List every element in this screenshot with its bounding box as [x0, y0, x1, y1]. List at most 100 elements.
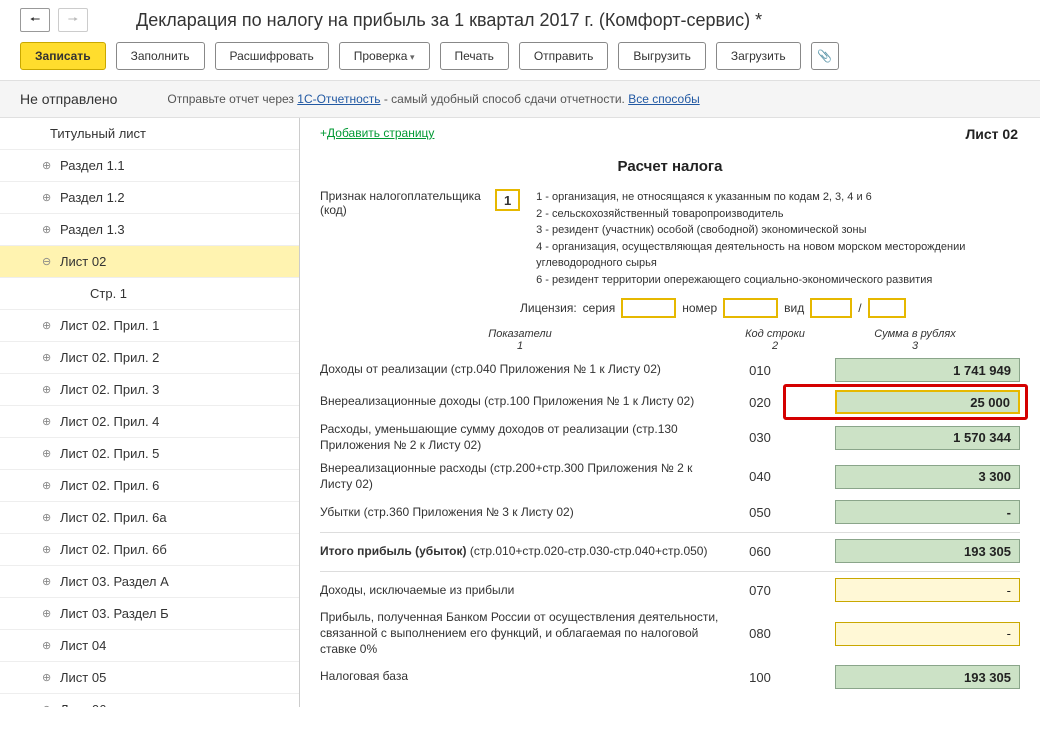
forward-button[interactable]: 🠖: [58, 8, 88, 32]
data-row: Доходы от реализации (стр.040 Приложения…: [320, 358, 1020, 382]
tree-item-label: Лист 02. Прил. 2: [60, 350, 159, 365]
expander-icon[interactable]: ⊕: [42, 159, 51, 172]
row-description: Доходы от реализации (стр.040 Приложения…: [320, 362, 720, 378]
tree-item[interactable]: ⊕ Раздел 1.1: [0, 150, 299, 182]
tree-item[interactable]: ⊕ Раздел 1.3: [0, 214, 299, 246]
expander-icon[interactable]: ⊕: [42, 639, 51, 652]
amount-input[interactable]: 193 305: [835, 539, 1020, 563]
expander-icon[interactable]: ⊕: [42, 223, 51, 236]
row-code: 050: [730, 505, 790, 520]
license-label: Лицензия:: [520, 301, 577, 315]
tree-item[interactable]: ⊕ Лист 02. Прил. 2: [0, 342, 299, 374]
row-description: Налоговая база: [320, 669, 720, 685]
tree-item[interactable]: ⊕ Лист 02. Прил. 6б: [0, 534, 299, 566]
license-sub-input[interactable]: [868, 298, 906, 318]
tree-item[interactable]: ⊕ Лист 02. Прил. 5: [0, 438, 299, 470]
data-row: Внереализационные расходы (стр.200+стр.3…: [320, 461, 1020, 492]
expander-icon[interactable]: ⊕: [42, 543, 51, 556]
tree-item-label: Лист 02. Прил. 6б: [60, 542, 167, 557]
save-button[interactable]: Записать: [20, 42, 106, 70]
data-row: Внереализационные доходы (стр.100 Прилож…: [320, 390, 1020, 414]
priznak-notes: 1 - организация, не относящаяся к указан…: [536, 189, 1020, 288]
amount-input[interactable]: 1 741 949: [835, 358, 1020, 382]
expander-icon[interactable]: ⊕: [42, 447, 51, 460]
tree-item-label: Лист 02. Прил. 5: [60, 446, 159, 461]
check-button[interactable]: Проверка: [339, 42, 430, 70]
tree-item[interactable]: ⊕Лист 04: [0, 630, 299, 662]
paperclip-icon: 📎: [817, 49, 832, 63]
add-page-link[interactable]: Добавить страницу: [320, 126, 434, 140]
tree-item[interactable]: Титульный лист: [0, 118, 299, 150]
tree-item-label: Раздел 1.1: [60, 158, 125, 173]
status-hint: Отправьте отчет через 1С-Отчетность - са…: [167, 92, 699, 106]
row-description: Доходы, исключаемые из прибыли: [320, 583, 720, 599]
status-label: Не отправлено: [20, 91, 117, 107]
link-1c-report[interactable]: 1С-Отчетность: [297, 92, 380, 106]
expander-icon[interactable]: ⊕: [42, 511, 51, 524]
expander-icon[interactable]: ⊕: [42, 671, 51, 684]
license-kind-input[interactable]: [810, 298, 852, 318]
send-button[interactable]: Отправить: [519, 42, 609, 70]
amount-input[interactable]: -: [835, 622, 1020, 646]
tree-item-label: Титульный лист: [50, 126, 146, 141]
tree-item[interactable]: ⊕ Раздел 1.2: [0, 182, 299, 214]
column-headers: Показатели1 Код строки2 Сумма в рублях3: [320, 328, 1020, 352]
attach-button[interactable]: 📎: [811, 42, 839, 70]
fill-button[interactable]: Заполнить: [116, 42, 205, 70]
row-code: 020: [730, 395, 790, 410]
expander-icon[interactable]: ⊕: [42, 351, 51, 364]
license-serial-input[interactable]: [621, 298, 676, 318]
back-button[interactable]: 🠔: [20, 8, 50, 32]
tree-item-label: Лист 02: [60, 254, 106, 269]
row-code: 010: [730, 363, 790, 378]
expander-icon[interactable]: ⊖: [42, 255, 51, 268]
expander-icon[interactable]: ⊕: [42, 415, 51, 428]
print-button[interactable]: Печать: [440, 42, 509, 70]
tree-item-label: Лист 02. Прил. 6: [60, 478, 159, 493]
expander-icon[interactable]: ⊕: [42, 575, 51, 588]
priznak-label: Признак налогоплательщика (код): [320, 189, 487, 217]
expander-icon[interactable]: ⊕: [42, 383, 51, 396]
license-number-input[interactable]: [723, 298, 778, 318]
tree-item[interactable]: ⊕Лист 03. Раздел А: [0, 566, 299, 598]
amount-input[interactable]: 25 000: [835, 390, 1020, 414]
amount-input[interactable]: -: [835, 500, 1020, 524]
expander-icon[interactable]: ⊕: [42, 319, 51, 332]
tree-item[interactable]: Стр. 1: [0, 278, 299, 310]
tree-item-label: Раздел 1.3: [60, 222, 125, 237]
amount-input[interactable]: 193 305: [835, 665, 1020, 689]
data-row: Расходы, уменьшающие сумму доходов от ре…: [320, 422, 1020, 453]
expander-icon[interactable]: ⊕: [42, 607, 51, 620]
expander-icon[interactable]: ⊕: [42, 703, 51, 707]
row-description: Внереализационные расходы (стр.200+стр.3…: [320, 461, 720, 492]
tree-item[interactable]: ⊕ Лист 02. Прил. 3: [0, 374, 299, 406]
expander-icon[interactable]: ⊕: [42, 479, 51, 492]
row-code: 070: [730, 583, 790, 598]
import-button[interactable]: Загрузить: [716, 42, 801, 70]
tree-item[interactable]: ⊕Лист 02. Прил. 4: [0, 406, 299, 438]
export-button[interactable]: Выгрузить: [618, 42, 706, 70]
tree-item-label: Лист 02. Прил. 3: [60, 382, 159, 397]
tree-item[interactable]: ⊖ Лист 02: [0, 246, 299, 278]
priznak-code-input[interactable]: 1: [495, 189, 520, 211]
tree-item-label: Раздел 1.2: [60, 190, 125, 205]
amount-input[interactable]: -: [835, 578, 1020, 602]
tree-item-label: Лист 02. Прил. 1: [60, 318, 159, 333]
row-code: 080: [730, 626, 790, 641]
row-code: 040: [730, 469, 790, 484]
tree-item[interactable]: ⊕Лист 03. Раздел Б: [0, 598, 299, 630]
expander-icon[interactable]: ⊕: [42, 191, 51, 204]
tree-item[interactable]: ⊕ Лист 02. Прил. 6: [0, 470, 299, 502]
row-description: Внереализационные доходы (стр.100 Прилож…: [320, 394, 720, 410]
amount-input[interactable]: 1 570 344: [835, 426, 1020, 450]
data-row: Итого прибыль (убыток) (стр.010+стр.020-…: [320, 539, 1020, 563]
decode-button[interactable]: Расшифровать: [215, 42, 329, 70]
row-description: Прибыль, полученная Банком России от осу…: [320, 610, 720, 657]
link-all-methods[interactable]: Все способы: [628, 92, 700, 106]
tree-item-label: Лист 06: [60, 702, 106, 707]
tree-item[interactable]: ⊕Лист 05: [0, 662, 299, 694]
tree-item[interactable]: ⊕ Лист 06: [0, 694, 299, 707]
tree-item[interactable]: ⊕Лист 02. Прил. 6а: [0, 502, 299, 534]
amount-input[interactable]: 3 300: [835, 465, 1020, 489]
tree-item[interactable]: ⊕ Лист 02. Прил. 1: [0, 310, 299, 342]
